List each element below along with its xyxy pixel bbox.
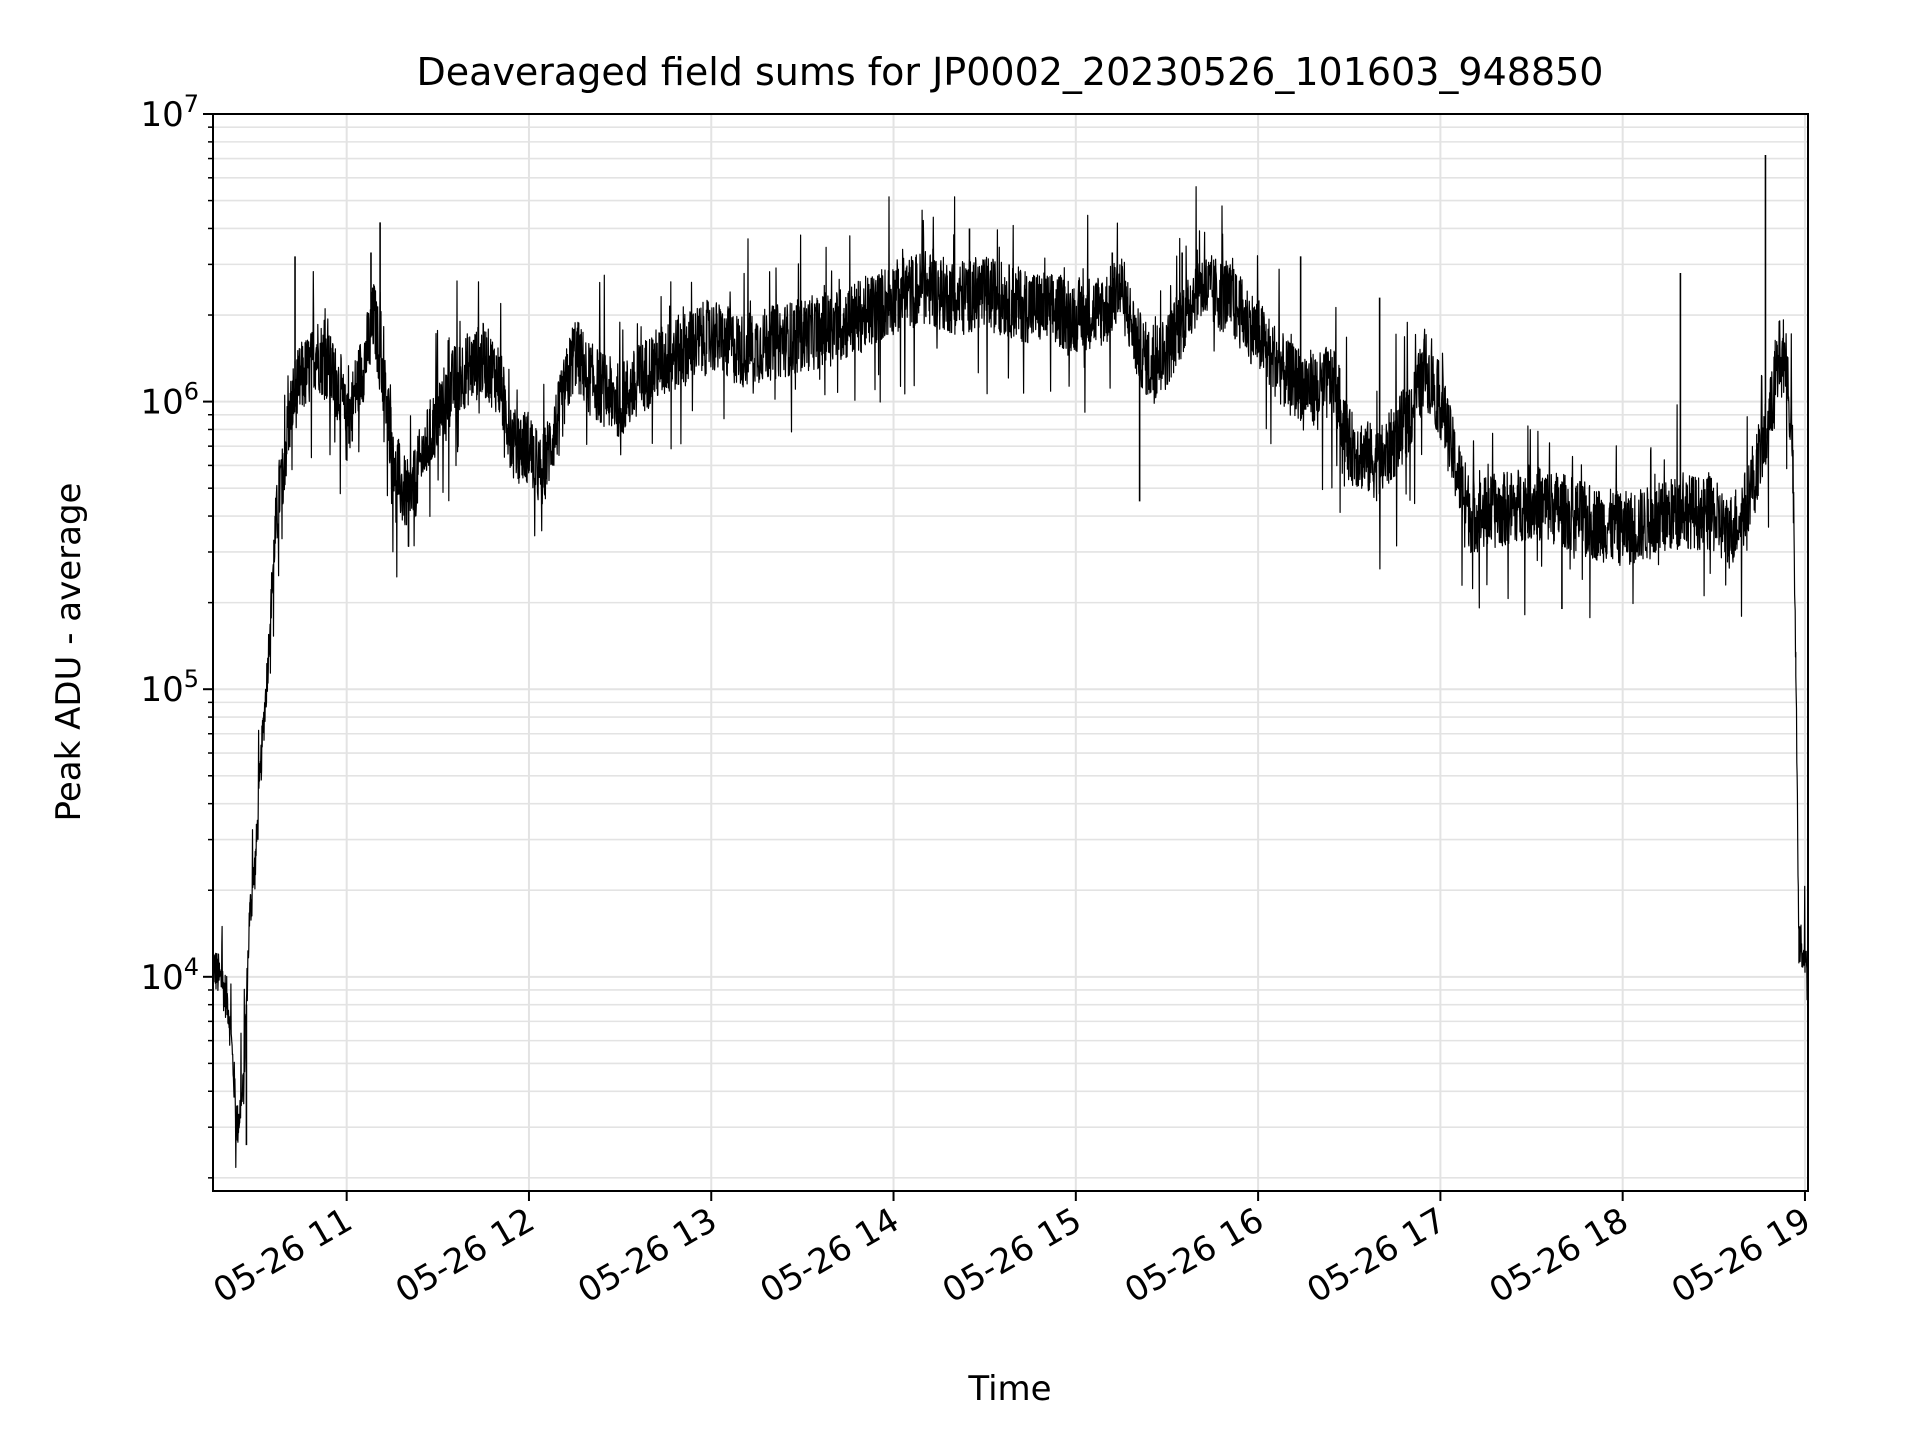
y-tick-label: 106 (140, 378, 199, 423)
axes-frame (212, 113, 1809, 1192)
chart-title: Deaveraged field sums for JP0002_2023052… (417, 50, 1604, 94)
y-axis-label: Peak ADU - average (49, 483, 89, 822)
y-tick-label: 105 (140, 665, 199, 710)
data-line-layer (212, 155, 1809, 1168)
y-tick-label: 104 (140, 953, 199, 998)
y-tick-label: 107 (140, 90, 199, 135)
x-axis-label: Time (967, 1369, 1051, 1409)
data-series-line (212, 186, 1809, 1168)
grid (213, 114, 1808, 1191)
